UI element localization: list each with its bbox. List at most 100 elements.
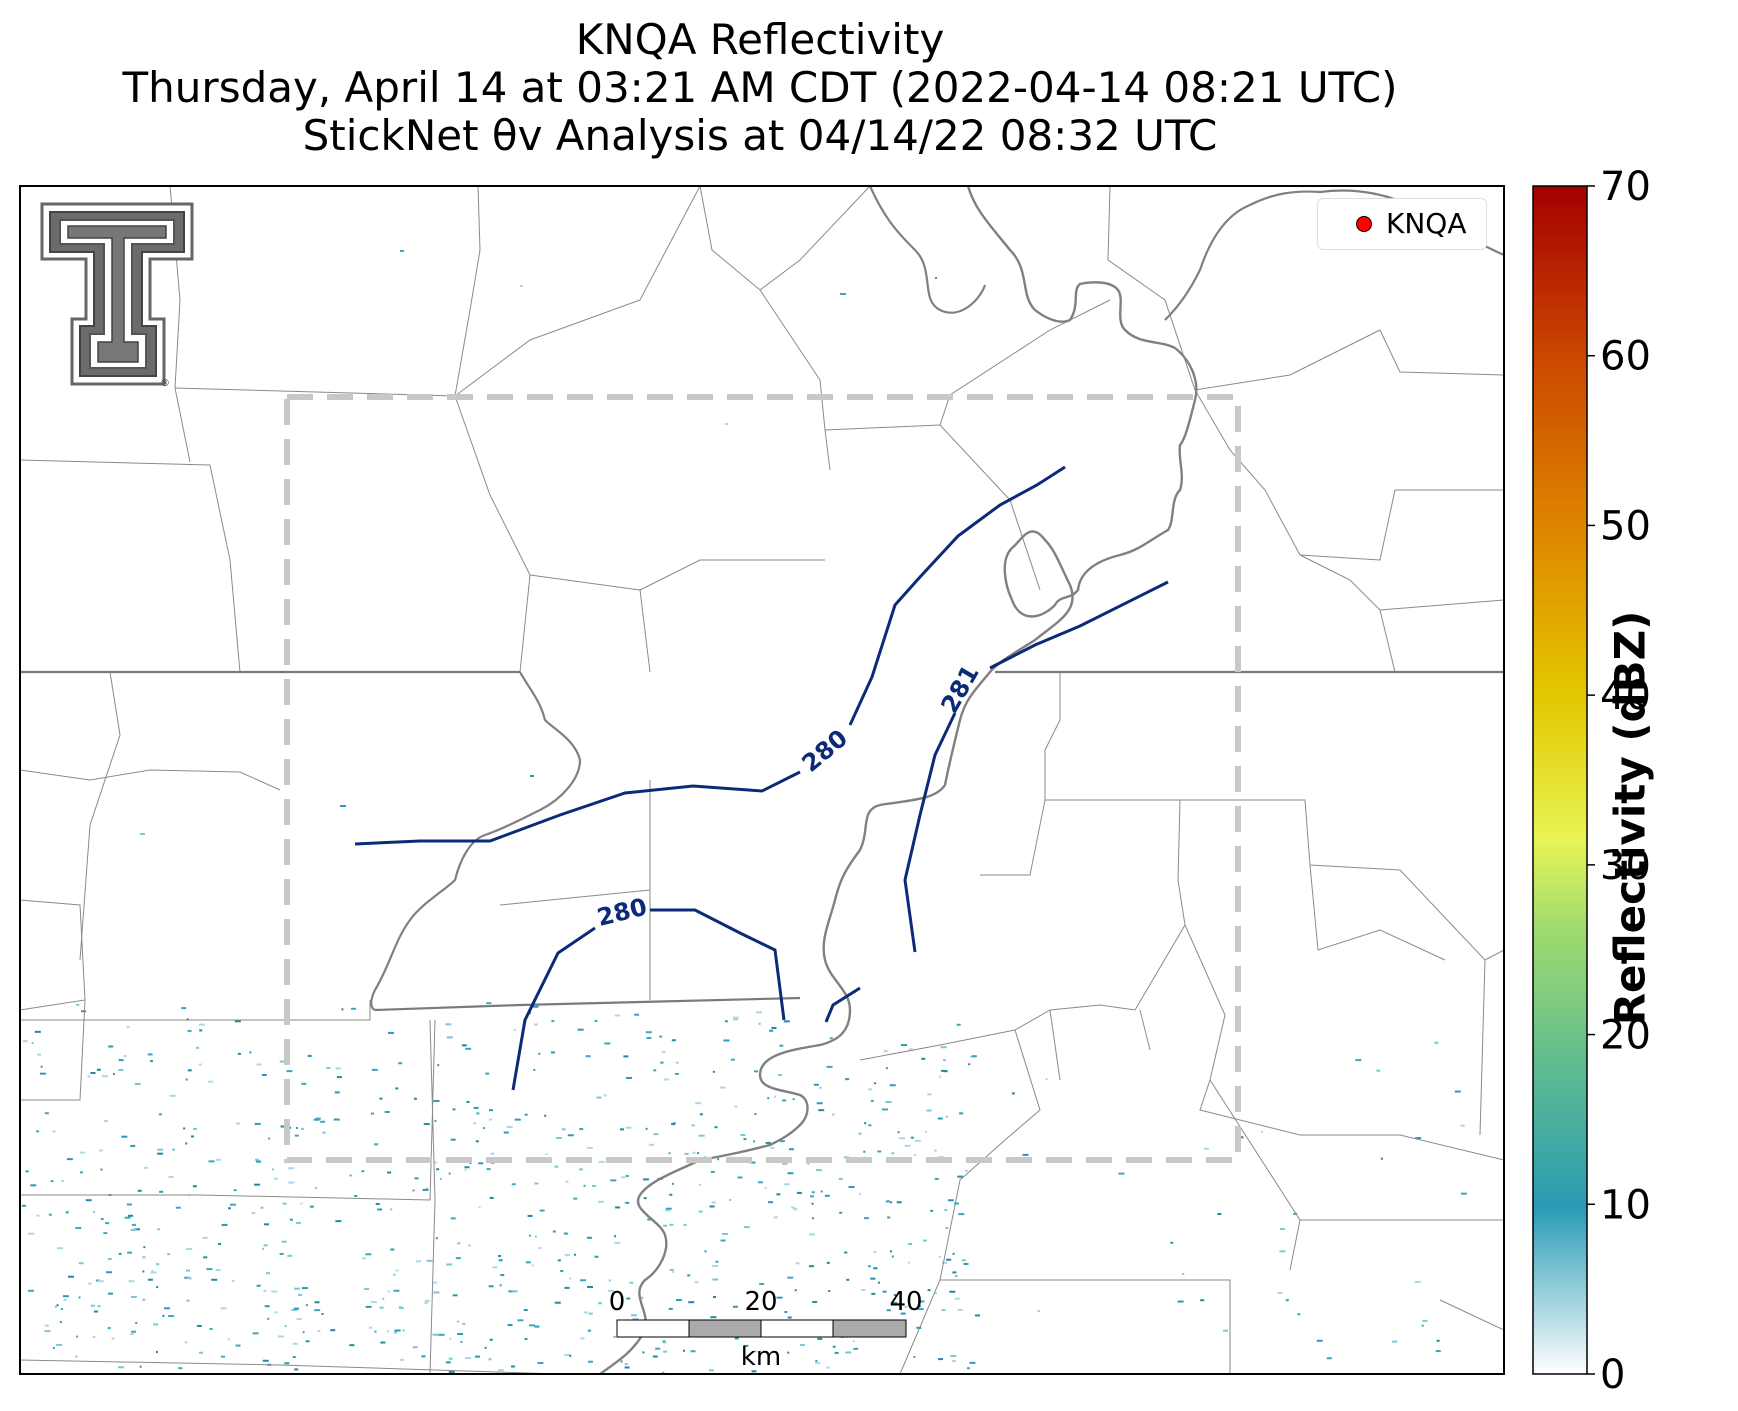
reflectivity-echo <box>289 1126 292 1129</box>
reflectivity-echo <box>402 1329 405 1332</box>
title-line3: StickNet θv Analysis at 04/14/22 08:32 U… <box>302 111 1218 160</box>
reflectivity-echo <box>598 1160 605 1163</box>
reflectivity-echo <box>371 1068 378 1071</box>
reflectivity-echo <box>552 1230 556 1233</box>
reflectivity-echo <box>97 1305 101 1308</box>
reflectivity-echo <box>40 1065 43 1068</box>
reflectivity-echo <box>720 1239 726 1242</box>
reflectivity-echo <box>59 1320 62 1323</box>
reflectivity-echo <box>39 1072 46 1075</box>
reflectivity-echo <box>560 1269 564 1272</box>
reflectivity-echo <box>683 1224 687 1227</box>
reflectivity-echo <box>279 1060 286 1063</box>
reflectivity-echo <box>951 1359 956 1362</box>
reflectivity-echo <box>796 1191 802 1194</box>
reflectivity-echo <box>532 1005 539 1008</box>
reflectivity-echo <box>277 1335 284 1338</box>
reflectivity-echo <box>203 1256 208 1259</box>
reflectivity-echo <box>139 1365 142 1368</box>
reflectivity-echo <box>100 1168 103 1171</box>
reflectivity-echo <box>218 1243 222 1246</box>
reflectivity-echo <box>461 1044 467 1047</box>
reflectivity-echo <box>653 1133 659 1136</box>
reflectivity-echo <box>322 1131 326 1134</box>
reflectivity-echo <box>815 1359 818 1362</box>
reflectivity-echo <box>808 1233 815 1236</box>
reflectivity-echo <box>740 1133 746 1136</box>
reflectivity-echo <box>832 1345 836 1348</box>
texas-tech-logo: ® <box>40 202 194 389</box>
reflectivity-echo <box>661 1050 666 1053</box>
reflectivity-echo <box>460 1340 463 1343</box>
reflectivity-echo <box>349 1174 353 1177</box>
reflectivity-echo <box>690 1350 696 1353</box>
reflectivity-echo <box>489 1118 493 1121</box>
reflectivity-echo <box>513 1029 516 1032</box>
reflectivity-echo <box>597 1200 604 1203</box>
reflectivity-echo <box>233 1189 237 1192</box>
reflectivity-echo <box>395 1269 399 1272</box>
reflectivity-echo <box>393 1289 400 1292</box>
reflectivity-echo <box>722 1233 729 1236</box>
reflectivity-echo <box>688 1301 695 1304</box>
reflectivity-echo <box>78 1262 84 1265</box>
reflectivity-echo <box>787 1276 794 1279</box>
reflectivity-echo <box>384 1110 390 1113</box>
reflectivity-echo <box>103 1232 108 1235</box>
reflectivity-echo <box>294 1134 299 1137</box>
reflectivity-echo <box>864 1122 867 1125</box>
reflectivity-echo <box>56 1343 63 1346</box>
reflectivity-echo <box>971 1055 977 1058</box>
reflectivity-echo <box>704 1250 707 1253</box>
reflectivity-echo <box>858 1132 862 1135</box>
reflectivity-echo <box>691 1124 695 1127</box>
reflectivity-echo <box>198 1023 205 1026</box>
reflectivity-echo <box>743 1138 747 1141</box>
reflectivity-echo <box>587 1360 593 1363</box>
reflectivity-echo <box>883 1050 888 1053</box>
reflectivity-echo <box>816 1102 823 1105</box>
reflectivity-echo <box>907 1261 910 1264</box>
reflectivity-echo <box>625 1175 629 1178</box>
reflectivity-echo <box>1414 1280 1421 1283</box>
reflectivity-echo <box>298 1294 303 1297</box>
state-border <box>20 670 1504 1012</box>
reflectivity-echo <box>97 1280 104 1283</box>
reflectivity-echo <box>190 1135 194 1138</box>
reflectivity-echo <box>301 1287 308 1290</box>
reflectivity-echo <box>528 1324 535 1327</box>
reflectivity-echo <box>31 1041 34 1044</box>
reflectivity-echo <box>121 1135 128 1138</box>
reflectivity-echo <box>135 1321 138 1324</box>
reflectivity-echo <box>734 1337 739 1340</box>
reflectivity-echo <box>1436 1339 1440 1342</box>
reflectivity-echo <box>941 1309 946 1312</box>
county-lines <box>20 186 1504 1374</box>
reflectivity-echo <box>478 1162 484 1165</box>
reflectivity-echo <box>452 1108 456 1111</box>
reflectivity-echo <box>287 1254 293 1257</box>
reflectivity-echo <box>671 1123 676 1126</box>
reflectivity-echo <box>192 1185 197 1188</box>
reflectivity-echo <box>945 1226 949 1229</box>
reflectivity-echo <box>771 1027 777 1030</box>
reflectivity-echo <box>307 1055 312 1058</box>
reflectivity-echo <box>424 1299 430 1302</box>
reflectivity-echo <box>792 1098 795 1101</box>
colorbar-tick-label: 60 <box>1600 334 1651 380</box>
reflectivity-echo <box>75 1355 78 1358</box>
reflectivity-echo <box>1421 1324 1424 1327</box>
reflectivity-echo <box>885 1200 890 1203</box>
reflectivity-echo <box>448 1357 453 1360</box>
reflectivity-echo <box>945 1115 948 1118</box>
reflectivity-echo <box>100 1218 104 1221</box>
reflectivity-echo <box>669 1268 674 1271</box>
reflectivity-echo <box>450 1217 456 1220</box>
reflectivity-echo <box>351 1007 357 1010</box>
reflectivity-echo <box>249 1051 252 1054</box>
reflectivity-echo <box>573 1197 578 1200</box>
reflectivity-echo <box>529 1012 532 1015</box>
reflectivity-echo <box>268 1137 271 1140</box>
reflectivity-echo <box>859 1193 862 1196</box>
reflectivity-echo <box>211 1278 218 1281</box>
